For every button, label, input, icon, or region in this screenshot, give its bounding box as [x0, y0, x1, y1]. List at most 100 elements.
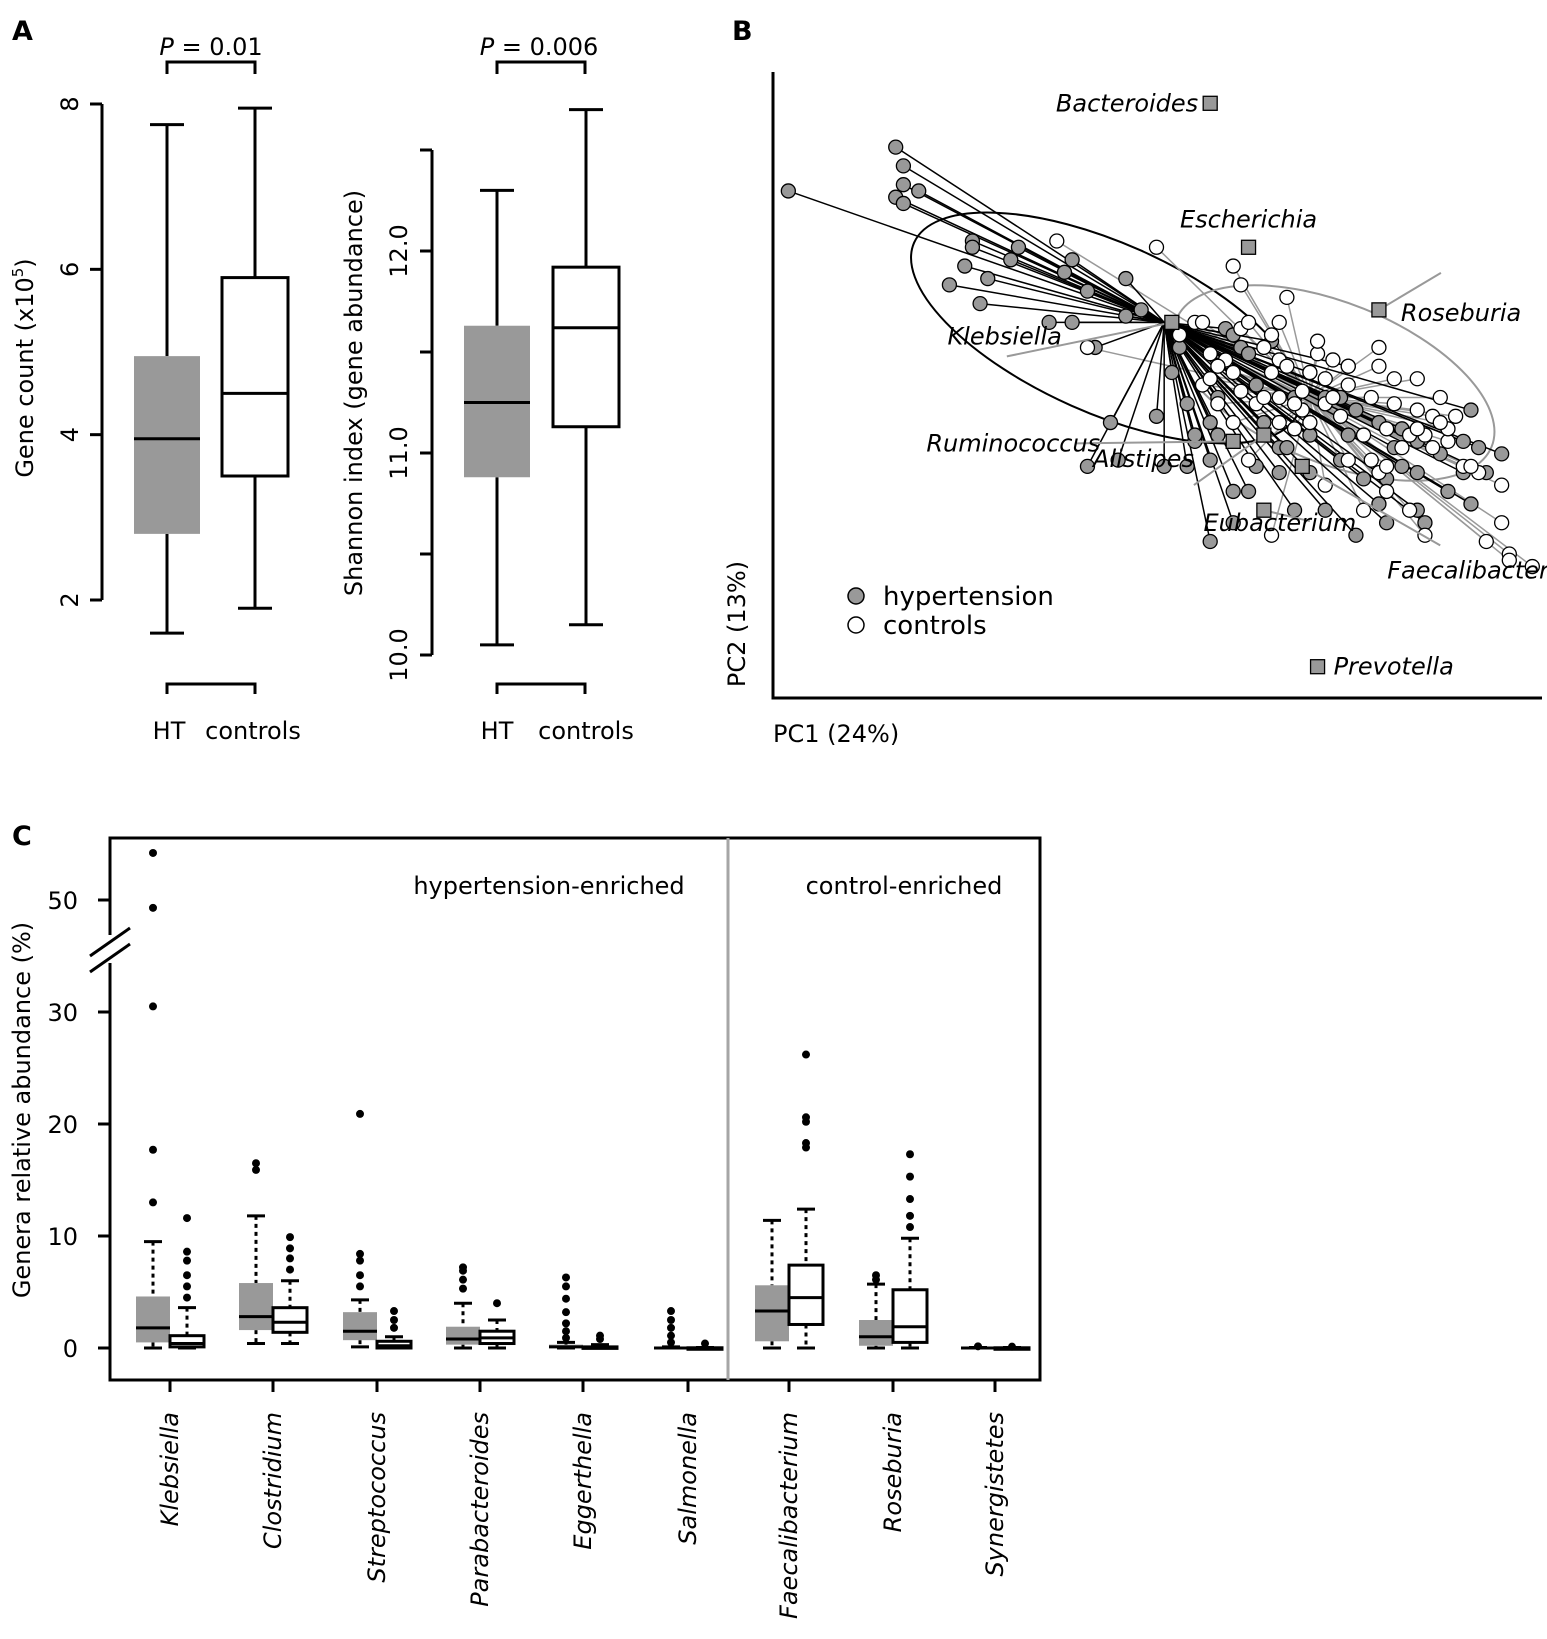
- c-x-label-clostridium: Clostridium: [259, 1412, 287, 1549]
- c-box-streptococcus-ht-iqr: [343, 1312, 377, 1341]
- b-point-hypertension: [1271, 464, 1287, 481]
- c-box-klebsiella-controls-outlier: [183, 1293, 191, 1302]
- b-spoke-hypertension: [1164, 321, 1272, 342]
- c-box-streptococcus-ht: [343, 1109, 377, 1349]
- c-x-label-eggerthella: Eggerthella: [569, 1412, 597, 1550]
- b-point-hypertension: [1225, 515, 1241, 531]
- b-genus-marker: [1371, 302, 1387, 318]
- b-point-control: [1432, 414, 1448, 431]
- b-point-control: [1424, 439, 1441, 456]
- a1-pvalue-bracket: [165, 60, 257, 74]
- c-box-klebsiella-controls-iqr: [168, 1334, 206, 1349]
- b-point-hypertension: [1394, 458, 1410, 475]
- a2-x-label-controls: controls: [538, 717, 634, 745]
- c-box-parabacteroides-controls-outlier: [493, 1299, 501, 1308]
- b-spoke-control: [1309, 396, 1533, 568]
- c-box-eggerthella-controls-outlier: [596, 1331, 604, 1340]
- c-box-klebsiella-controls-outlier: [183, 1247, 191, 1256]
- b-spoke-hypertension: [1117, 322, 1165, 461]
- b-spoke-hypertension: [987, 277, 1165, 324]
- b-point-control: [1049, 233, 1065, 249]
- b-genus-arrow: [1006, 321, 1173, 358]
- b-point-hypertension: [780, 183, 796, 199]
- b-point-hypertension: [1118, 270, 1134, 287]
- c-box-eggerthella-controls: [581, 1331, 619, 1350]
- c-box-roseburia-controls-outlier: [906, 1150, 914, 1159]
- b-genus-marker: [1202, 95, 1218, 111]
- c-box-faecalibacterium-controls-outlier: [802, 1139, 810, 1148]
- c-box-synergistetes-ht-outlier: [974, 1342, 982, 1351]
- b-spoke-hypertension: [1163, 321, 1326, 511]
- c-box-klebsiella-ht: [136, 848, 170, 1350]
- b-point-hypertension: [1079, 458, 1096, 475]
- b-point-control: [1371, 358, 1387, 374]
- b-spoke-hypertension: [903, 165, 1165, 324]
- c-box-parabacteroides-ht-outlier: [459, 1263, 467, 1272]
- panel-b-pca: PC2 (13%) PC1 (24%) Bacteroides Escherich…: [723, 72, 1547, 748]
- c-box-synergistetes-controls: [993, 1342, 1031, 1351]
- b-spoke-control: [1286, 297, 1311, 398]
- c-box-roseburia-ht-iqr: [859, 1320, 893, 1346]
- b-genus-roseburia: Roseburia: [1371, 272, 1521, 327]
- c-box-streptococcus-controls-outlier: [390, 1307, 398, 1316]
- b-spoke-hypertension: [1155, 322, 1165, 417]
- c-box-klebsiella-controls-outlier: [183, 1282, 191, 1291]
- b-point-hypertension: [1210, 427, 1226, 443]
- b-genus-label: Roseburia: [1401, 299, 1521, 327]
- a1-x-bracket: [165, 682, 257, 694]
- a2-y-tick-label: 10.0: [385, 628, 413, 681]
- b-point-control: [1279, 289, 1295, 306]
- legend-hypertension-marker: [847, 587, 865, 605]
- c-x-label-salmonella: Salmonella: [674, 1412, 702, 1545]
- c-box-eggerthella-ht: [549, 1273, 583, 1350]
- b-spoke-hypertension: [1163, 322, 1196, 436]
- b-point-hypertension: [1064, 252, 1080, 268]
- a2-x-bracket: [495, 682, 587, 694]
- b-point-control: [1302, 414, 1318, 431]
- b-point-control: [1225, 414, 1241, 431]
- b-point-control: [1271, 314, 1287, 331]
- c-box-streptococcus-ht-outlier: [356, 1249, 364, 1258]
- b-point-control: [1202, 371, 1218, 387]
- a1-y-tick-label: 2: [56, 592, 84, 607]
- c-box-clostridium-ht-outlier: [252, 1165, 260, 1174]
- b-point-control: [1355, 427, 1372, 443]
- b-point-hypertension: [1348, 527, 1364, 543]
- b-genus-marker: [1164, 314, 1180, 331]
- b-genus-label: Bacteroides: [1056, 89, 1198, 117]
- a2-y-tick-label: 12.0: [385, 224, 413, 277]
- b-point-hypertension: [1056, 264, 1073, 280]
- c-box-clostridium-controls-outlier: [286, 1254, 294, 1263]
- b-genus-marker: [1294, 458, 1310, 475]
- legend-controls-label: controls: [883, 611, 987, 641]
- c-box-parabacteroides-ht-iqr: [446, 1326, 480, 1345]
- c-x-label-synergistetes: Synergistetes: [981, 1412, 1009, 1577]
- c-y-tick-label: 30: [47, 999, 78, 1027]
- c-box-salmonella-ht-outlier: [667, 1338, 675, 1347]
- panel-label-a: A: [12, 16, 33, 47]
- c-box-klebsiella-controls-outlier: [183, 1256, 191, 1265]
- b-point-control: [1494, 477, 1510, 493]
- c-box-streptococcus-ht-outlier: [356, 1271, 364, 1280]
- b-spoke-hypertension: [1125, 278, 1165, 323]
- b-point-control: [1294, 383, 1310, 399]
- b-point-control: [1340, 358, 1356, 374]
- b-point-hypertension: [1202, 533, 1218, 550]
- c-box-clostridium-controls: [271, 1233, 309, 1346]
- b-point-control: [1148, 239, 1165, 255]
- b-spoke-control: [1309, 397, 1349, 461]
- b-point-control: [1378, 483, 1395, 500]
- b-genus-arrow: [1263, 509, 1311, 523]
- c-box-faecalibacterium-ht-iqr: [755, 1285, 789, 1342]
- b-point-hypertension: [1225, 483, 1241, 500]
- b-point-hypertension: [1179, 458, 1195, 475]
- c-box-roseburia-controls-outlier: [906, 1223, 914, 1232]
- a1-box-ht: [134, 123, 200, 635]
- b-point-control: [1225, 364, 1241, 381]
- b-genus-klebsiella: Klebsiella: [947, 314, 1180, 358]
- b-point-control: [1202, 346, 1218, 362]
- b-point-hypertension: [957, 258, 973, 274]
- c-box-salmonella-ht: [654, 1307, 688, 1350]
- b-genus-marker: [1256, 427, 1272, 443]
